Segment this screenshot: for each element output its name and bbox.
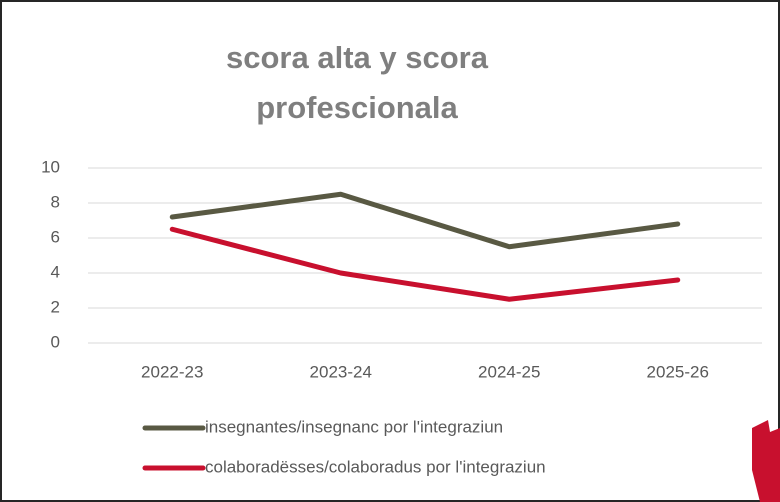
logo bbox=[752, 420, 780, 502]
legend-label: insegnantes/insegnanc por l'integraziun bbox=[205, 417, 503, 436]
chart-title-line-1: scora alta y scora bbox=[226, 40, 489, 75]
y-tick-label: 6 bbox=[51, 227, 60, 246]
y-tick-label: 2 bbox=[51, 297, 60, 316]
x-tick-label: 2022-23 bbox=[141, 362, 203, 381]
chart-title-line-2: profescionala bbox=[256, 90, 458, 125]
y-tick-label: 8 bbox=[51, 192, 60, 211]
logo-eagle bbox=[752, 420, 780, 502]
x-tick-label: 2023-24 bbox=[310, 362, 372, 381]
series-line bbox=[169, 226, 681, 302]
x-tick-label: 2025-26 bbox=[647, 362, 709, 381]
y-tick-label: 0 bbox=[51, 332, 60, 351]
y-tick-label: 10 bbox=[41, 157, 60, 176]
series-line bbox=[169, 191, 681, 250]
x-tick-label: 2024-25 bbox=[478, 362, 540, 381]
y-tick-label: 4 bbox=[51, 262, 60, 281]
legend-label: colaboradësses/colaboradus por l'integra… bbox=[205, 457, 546, 476]
